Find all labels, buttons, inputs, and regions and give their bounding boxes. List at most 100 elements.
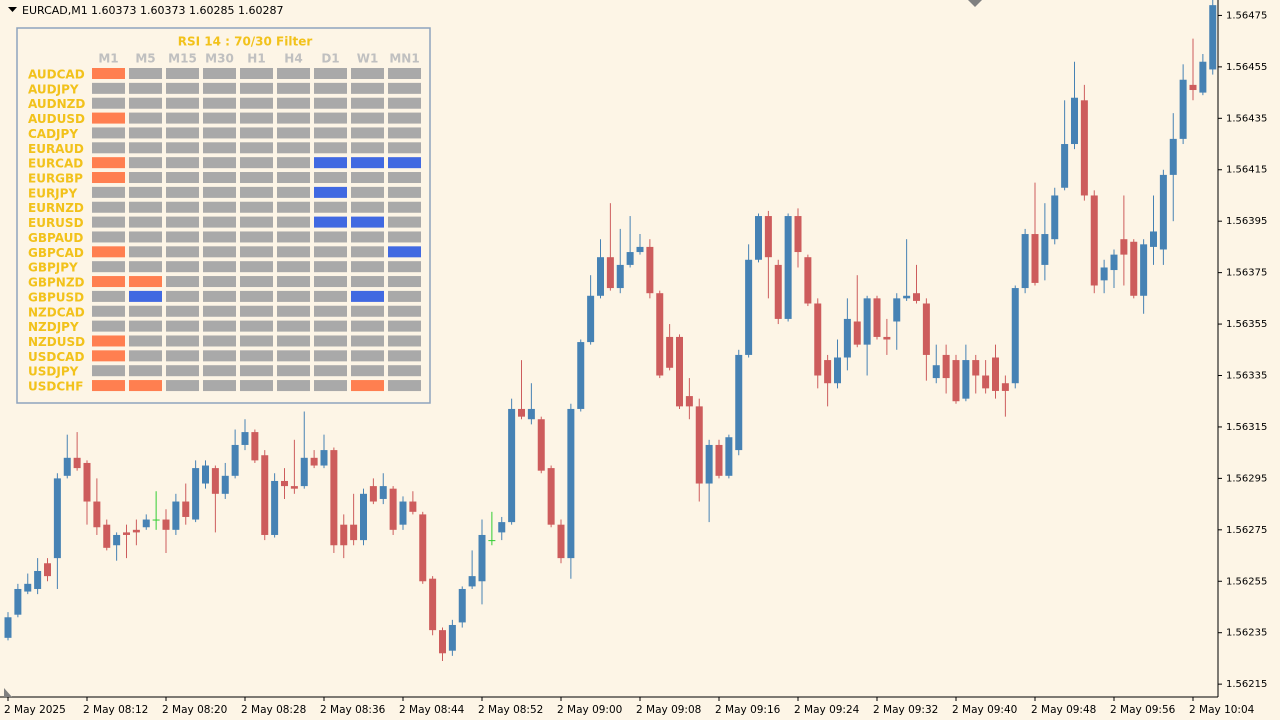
menu-arrow[interactable] <box>8 7 17 12</box>
rsi-cell <box>388 380 421 392</box>
rsi-cell <box>129 246 162 258</box>
candle-body <box>478 534 486 582</box>
rsi-cell <box>240 276 273 288</box>
candle-body <box>162 519 170 530</box>
rsi-cell <box>129 320 162 332</box>
candle-body <box>1051 195 1059 240</box>
rsi-cell <box>92 201 125 213</box>
x-tick-label: 2 May 08:36 <box>320 704 386 716</box>
rsi-cell <box>314 290 347 302</box>
rsi-cell <box>166 380 199 392</box>
candle-body <box>873 298 881 337</box>
candle-body <box>705 444 713 484</box>
candle-body <box>24 583 32 592</box>
rsi-cell <box>166 172 199 184</box>
rsi-cell <box>351 127 384 139</box>
candle-body <box>577 342 585 409</box>
rsi-cell <box>129 142 162 154</box>
rsi-cell <box>240 231 273 243</box>
candle-body <box>913 293 920 301</box>
x-tick-label: 2 May 08:52 <box>478 704 543 716</box>
x-tick-label: 2 May 09:16 <box>715 704 781 716</box>
rsi-cell <box>129 380 162 392</box>
y-tick-label: 1.56475 <box>1226 10 1267 21</box>
rsi-cell <box>166 335 199 347</box>
x-tick-label: 2 May 09:08 <box>636 704 701 716</box>
rsi-cell <box>203 276 236 288</box>
rsi-cell <box>129 127 162 139</box>
candle-body <box>952 360 960 402</box>
candle-body <box>14 588 22 615</box>
candle-body <box>982 375 990 389</box>
rsi-cell <box>92 320 125 332</box>
rsi-cell <box>166 201 199 213</box>
rsi-cell <box>351 380 384 392</box>
x-tick-label: 2 May 09:40 <box>952 704 1017 716</box>
candle-body <box>1001 383 1009 391</box>
rsi-cell <box>203 231 236 243</box>
x-tick-label: 2 May 09:32 <box>873 704 938 716</box>
rsi-cell <box>314 320 347 332</box>
rsi-cell <box>314 380 347 392</box>
rsi-cell <box>388 157 421 169</box>
rsi-cell <box>203 172 236 184</box>
rsi-cell <box>351 201 384 213</box>
rsi-cell <box>388 172 421 184</box>
rsi-cell <box>92 216 125 228</box>
rsi-cell <box>240 216 273 228</box>
rsi-cell <box>166 142 199 154</box>
candle-body <box>498 522 506 533</box>
candle-body <box>103 524 111 548</box>
rsi-cell <box>277 335 310 347</box>
candle-body <box>4 617 12 638</box>
candle-body <box>695 406 703 484</box>
rsi-cell <box>314 335 347 347</box>
rsi-cell <box>92 305 125 317</box>
rsi-cell <box>388 142 421 154</box>
rsi-cell <box>203 261 236 273</box>
rsi-cell <box>351 276 384 288</box>
candle-body <box>656 293 664 376</box>
rsi-cell <box>92 68 125 79</box>
candle-body <box>666 336 674 368</box>
pair-label: EURUSD <box>28 216 84 230</box>
y-tick-label: 1.56255 <box>1226 576 1267 587</box>
rsi-cell <box>388 320 421 332</box>
candle-body <box>44 563 51 577</box>
rsi-cell <box>351 231 384 243</box>
pair-label: AUDCAD <box>28 68 85 82</box>
column-header: M1 <box>98 52 118 66</box>
rsi-cell <box>203 365 236 377</box>
rsi-cell <box>203 157 236 169</box>
panel-title: RSI 14 : 70/30 Filter <box>178 35 313 49</box>
rsi-cell <box>351 68 384 79</box>
pair-label: CADJPY <box>28 127 78 141</box>
candle-body <box>1061 144 1069 188</box>
pair-label: GBPJPY <box>28 261 78 275</box>
rsi-cell <box>277 276 310 288</box>
column-header: W1 <box>357 52 379 66</box>
candle-body <box>626 252 634 265</box>
candle-body <box>537 419 545 471</box>
candle-body <box>320 450 328 466</box>
candle-body <box>1090 195 1098 286</box>
symbol: EURCAD,M1 <box>22 4 88 17</box>
rsi-cell <box>277 350 310 362</box>
pair-label: AUDJPY <box>28 82 79 96</box>
rsi-cell <box>92 97 125 109</box>
candle-body <box>340 524 348 546</box>
candle-body <box>1179 79 1187 139</box>
rsi-cell <box>351 350 384 362</box>
rsi-cell <box>388 335 421 347</box>
candle-body <box>152 519 160 521</box>
rsi-cell <box>314 201 347 213</box>
candle-body <box>419 514 427 582</box>
rsi-cell <box>314 276 347 288</box>
rsi-cell <box>240 261 273 273</box>
rsi-cell <box>277 157 310 169</box>
rsi-cell <box>388 350 421 362</box>
rsi-cell <box>166 97 199 109</box>
pair-label: USDCAD <box>28 350 84 364</box>
column-header: D1 <box>321 52 339 66</box>
rsi-cell <box>129 216 162 228</box>
